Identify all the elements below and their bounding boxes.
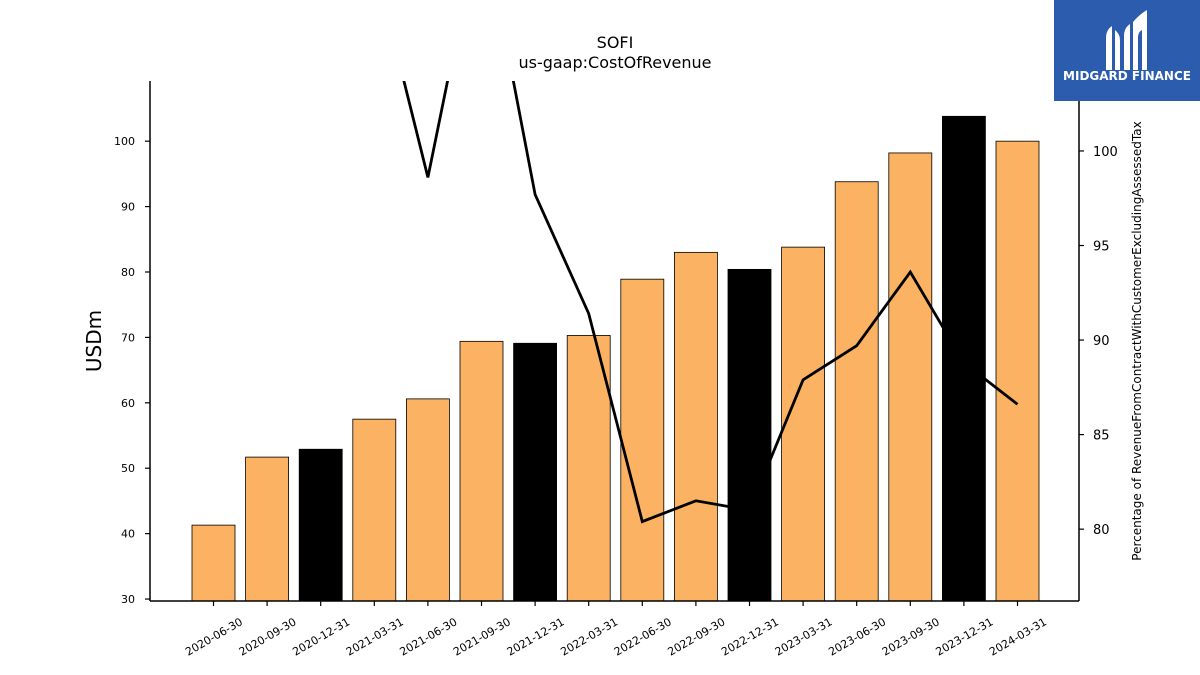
- y-tick-label: 30: [121, 593, 135, 606]
- x-tick-label: 2020-12-31: [290, 615, 352, 658]
- y-tick-label: 90: [121, 201, 135, 214]
- x-tick-label: 2022-09-30: [666, 615, 728, 658]
- chart-subtitle: us-gaap:CostOfRevenue: [518, 53, 712, 72]
- bar: [942, 115, 986, 602]
- y-tick-label: 70: [121, 331, 135, 344]
- chart-title: SOFI: [596, 33, 634, 52]
- x-tick-label: 2022-06-30: [612, 615, 674, 658]
- bar: [727, 268, 772, 602]
- y2-axis-label: Percentage of RevenueFromContractWithCus…: [1130, 121, 1144, 560]
- x-tick-label: 2024-03-31: [987, 615, 1049, 658]
- y2-tick-label: 100: [1093, 145, 1118, 160]
- logo-mark-icon: [1106, 10, 1147, 70]
- x-tick-label: 2021-12-31: [505, 615, 567, 658]
- y2-tick-label: 95: [1093, 240, 1110, 255]
- y-axis-label: USDm: [82, 310, 106, 372]
- bar: [566, 335, 611, 602]
- y-tick-label: 40: [121, 528, 135, 541]
- x-tick-label: 2023-09-30: [880, 615, 942, 658]
- y2-tick-label: 85: [1093, 429, 1110, 444]
- y2-tick-label: 80: [1093, 523, 1110, 538]
- y-tick-label: 80: [121, 266, 135, 279]
- x-tick-label: 2023-03-31: [773, 615, 835, 658]
- x-tick-label: 2021-06-30: [398, 615, 460, 658]
- x-tick-label: 2020-06-30: [183, 615, 245, 658]
- bar: [513, 342, 557, 602]
- bar: [352, 418, 397, 602]
- bar: [459, 340, 504, 602]
- bar: [245, 456, 290, 602]
- y2-tick-label: 90: [1093, 334, 1110, 349]
- bar: [995, 140, 1040, 602]
- y-tick-label: 100: [114, 135, 135, 148]
- x-tick-label: 2022-12-31: [719, 615, 781, 658]
- y-tick-label: 60: [121, 397, 135, 410]
- bar: [834, 181, 879, 602]
- x-tick-label: 2022-03-31: [558, 615, 620, 658]
- logo-text: MIDGARD FINANCE: [1063, 69, 1191, 83]
- bar: [405, 398, 450, 602]
- bar: [191, 524, 236, 602]
- bar: [888, 152, 933, 602]
- bar: [298, 448, 343, 602]
- series-line: [402, 81, 1019, 524]
- y-tick-label: 50: [121, 462, 135, 475]
- midgard-finance-logo: MIDGARD FINANCE: [1054, 0, 1200, 101]
- bar: [620, 278, 665, 602]
- bar: [674, 251, 718, 602]
- x-tick-label: 2023-06-30: [826, 615, 888, 658]
- x-tick-label: 2021-03-31: [344, 615, 406, 658]
- bar: [781, 246, 825, 602]
- x-tick-label: 2020-09-30: [237, 615, 299, 658]
- x-tick-label: 2023-12-31: [934, 615, 996, 658]
- x-tick-label: 2021-09-30: [451, 615, 513, 658]
